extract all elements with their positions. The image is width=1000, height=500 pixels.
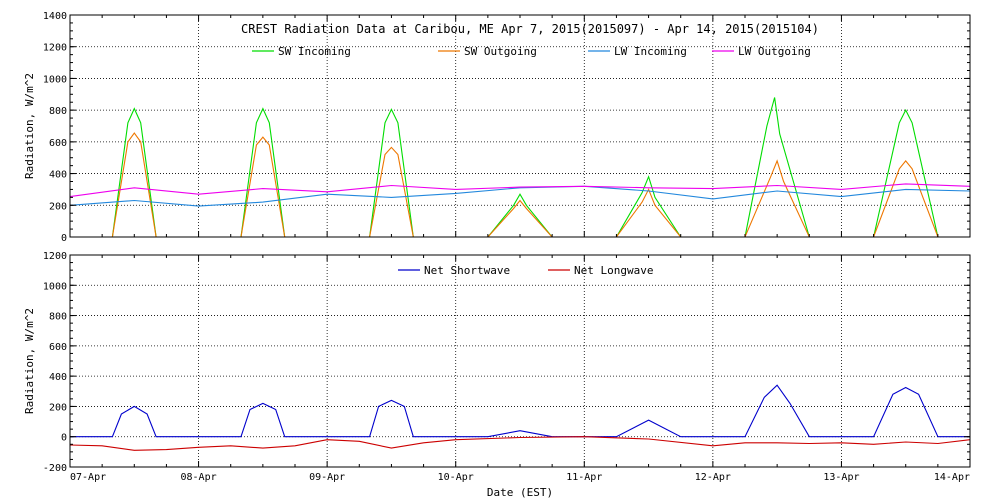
series-line-sw-incoming <box>70 97 970 238</box>
top-panel: SW Incoming SW Outgoing LW Incoming LW Outg… <box>23 11 971 244</box>
x-tick-label: 09-Apr <box>309 472 345 483</box>
y-tick-label: 600 <box>49 342 67 353</box>
y-tick-label: 0 <box>61 233 67 244</box>
series-line-net-shortwave <box>70 384 970 438</box>
series-line-lw-outgoing <box>69 183 971 198</box>
y-axis-label: Radiation, W/m^2 <box>23 308 36 414</box>
x-tick-label: 14-Apr <box>934 472 970 483</box>
y-tick-label: -200 <box>43 463 67 474</box>
series-line-lw-incoming <box>69 185 971 207</box>
y-tick-label: 200 <box>49 402 67 413</box>
series-line-sw-outgoing <box>70 132 970 238</box>
x-tick-label: 08-Apr <box>181 472 217 483</box>
y-tick-label: 1200 <box>43 43 67 54</box>
y-axis-label: Radiation, W/m^2 <box>23 73 36 179</box>
y-tick-label: 1000 <box>43 281 67 292</box>
series-line-net-longwave <box>69 436 971 451</box>
y-tick-label: 400 <box>49 170 67 181</box>
y-tick-label: 400 <box>49 372 67 383</box>
y-tick-label: 800 <box>49 106 67 117</box>
y-tick-label: 200 <box>49 201 67 212</box>
bottom-panel: Net Shortwave Net Longwave -200 0 200 400 600 8… <box>23 251 971 499</box>
y-tick-label: 800 <box>49 312 67 323</box>
x-tick-label: 10-Apr <box>438 472 474 483</box>
chart-title: CREST Radiation Data at Caribou, ME Apr … <box>241 22 819 36</box>
x-tick-label: 07-Apr <box>70 472 106 483</box>
x-tick-label: 11-Apr <box>566 472 602 483</box>
y-tick-label: 1400 <box>43 11 67 22</box>
legend-label-sw-outgoing: SW Outgoing <box>464 45 537 58</box>
legend-label-sw-incoming: SW Incoming <box>278 45 351 58</box>
legend-label-net-shortwave: Net Shortwave <box>424 264 510 277</box>
x-axis-label: Date (EST) <box>487 486 553 499</box>
legend-label-lw-incoming: LW Incoming <box>614 45 687 58</box>
legend-label-net-longwave: Net Longwave <box>574 264 653 277</box>
y-tick-label: 600 <box>49 138 67 149</box>
y-tick-label: 1200 <box>43 251 67 262</box>
y-tick-label: 0 <box>61 433 67 444</box>
x-tick-label: 12-Apr <box>695 472 731 483</box>
y-tick-label: 1000 <box>43 74 67 85</box>
legend-label-lw-outgoing: LW Outgoing <box>738 45 811 58</box>
x-tick-label: 13-Apr <box>823 472 859 483</box>
plot-frame <box>69 254 971 468</box>
